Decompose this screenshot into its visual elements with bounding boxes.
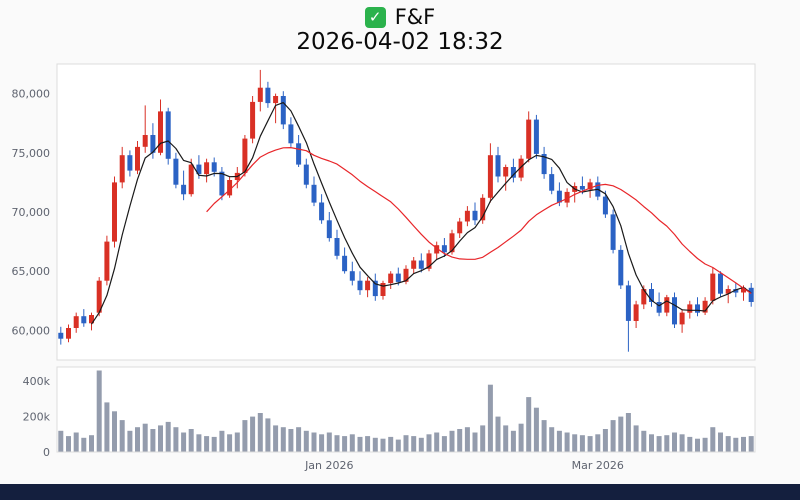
chart-timestamp: 2026-04-02 18:32: [296, 29, 504, 55]
svg-text:65,000: 65,000: [12, 265, 51, 278]
svg-text:80,000: 80,000: [12, 88, 51, 101]
ticker-name: F&F: [394, 5, 436, 29]
bottom-bar: [0, 484, 800, 500]
svg-text:60,000: 60,000: [12, 324, 51, 337]
svg-text:Mar 2026: Mar 2026: [572, 459, 624, 472]
svg-text:400k: 400k: [23, 375, 51, 388]
chart-title: ✓ F&F: [0, 5, 800, 29]
svg-text:Jan 2026: Jan 2026: [304, 459, 353, 472]
svg-text:200k: 200k: [23, 411, 51, 424]
candlestick-volume-chart: 60,000 65,000 70,000 75,000 80,000 0 200k 400k J…: [12, 63, 756, 472]
svg-text:0: 0: [43, 446, 50, 459]
checkbox-icon: ✓: [364, 6, 386, 28]
svg-text:75,000: 75,000: [12, 147, 51, 160]
svg-text:70,000: 70,000: [12, 206, 51, 219]
